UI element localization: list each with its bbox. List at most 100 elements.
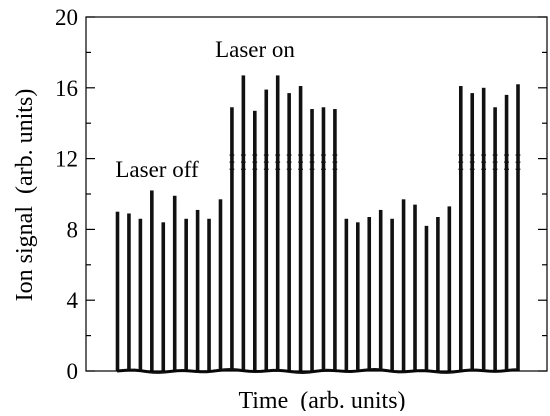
bar-25 [390,218,394,371]
bar-13-notch-2 [252,161,258,163]
bar-14-notch-2 [263,161,269,163]
bar-16-notch-3 [286,154,292,156]
bar-20 [333,109,337,371]
bar-35-notch-1 [504,168,509,170]
x-axis-label: Time (arb. units) [238,388,405,411]
bar-30 [447,206,452,371]
bar-5 [161,222,166,371]
y-tick-label-5: 16 [55,76,78,101]
y-tick-label-1: 0 [67,359,79,384]
bar-6 [172,195,177,371]
bar-9 [207,218,211,371]
axis-ticks-group [86,16,547,372]
bar-34-notch-1 [492,168,498,170]
bar-31-notch-3 [458,154,464,156]
bar-27 [413,204,417,371]
bar-32-notch-3 [469,154,475,156]
bar-35-notch-2 [504,161,509,163]
bar-14-notch-1 [263,168,269,170]
bar-17-notch-2 [298,161,303,163]
plot-frame [85,16,548,372]
bar-8 [195,209,200,371]
annotations-group: Laser off Laser on [115,37,295,182]
bar-31-notch-2 [458,161,464,163]
bar-33-notch-3 [481,154,487,156]
bar-20-notch-2 [332,161,338,163]
bar-11 [230,107,234,372]
bar-14 [264,89,269,371]
bar-19-notch-3 [321,154,326,156]
bar-15 [275,75,280,371]
bar-13 [253,110,257,371]
tick-labels-group: 0 4 8 12 16 20 [55,5,79,384]
bar-7 [184,218,188,371]
bar-10 [218,199,223,371]
bar-2 [127,213,131,371]
bar-36-notch-2 [515,161,521,163]
bar-3 [138,218,143,371]
bar-19 [321,107,326,372]
bar-15-notch-1 [275,168,281,170]
bar-1 [115,211,120,371]
bar-34-notch-2 [492,161,498,163]
bar-18 [310,109,314,371]
bar-35-notch-3 [504,154,509,156]
bar-17-notch-3 [298,154,303,156]
bar-16-notch-1 [286,168,292,170]
bar-36-notch-3 [515,154,521,156]
bar-11-notch-1 [229,168,235,170]
bars-group [115,75,521,372]
bar-15-notch-2 [275,161,281,163]
bar-17 [298,86,303,371]
bar-19-notch-2 [321,161,326,163]
annotation-laser-off: Laser off [115,157,199,182]
bar-16 [287,93,291,372]
bar-20-notch-1 [332,168,338,170]
bar-21 [344,218,349,371]
bar-22 [356,222,360,371]
annotation-laser-on: Laser on [215,37,295,62]
bar-35 [504,94,509,371]
bar-12-notch-3 [240,154,246,156]
bar-12-notch-2 [240,161,246,163]
y-tick-label-6: 20 [55,5,78,30]
y-tick-label-3: 8 [67,217,79,242]
bar-18-notch-1 [309,168,315,170]
bar-34-notch-3 [492,154,498,156]
bar-12 [241,75,246,371]
bar-33-notch-2 [481,161,487,163]
bar-11-notch-3 [229,154,235,156]
bar-13-notch-1 [252,168,258,170]
bar-15-notch-3 [275,154,281,156]
bar-11-notch-2 [229,161,235,163]
bar-4 [150,190,154,371]
bar-26 [401,199,406,371]
y-tick-label-2: 4 [67,288,79,313]
bar-36 [516,84,520,371]
bar-24 [378,209,383,371]
y-axis-label: Ion signal (arb. units) [12,89,38,302]
bar-29 [436,217,440,371]
bar-13-notch-3 [252,154,258,156]
bar-20-notch-3 [332,154,338,156]
bar-17-notch-1 [298,168,303,170]
bar-31 [458,86,463,371]
y-tick-label-4: 12 [55,147,78,172]
bar-32 [470,93,475,372]
bar-18-notch-3 [309,154,315,156]
bar-34 [493,107,497,372]
bar-16-notch-2 [286,161,292,163]
bar-32-notch-1 [469,168,475,170]
bar-14-notch-3 [263,154,269,156]
bar-36-notch-1 [515,168,521,170]
bar-18-notch-2 [309,161,315,163]
bar-33 [481,87,486,372]
bar-19-notch-1 [321,168,326,170]
bar-32-notch-2 [469,161,475,163]
bar-33-notch-1 [481,168,487,170]
bar-28 [424,225,429,371]
bar-12-notch-1 [240,168,246,170]
bar-31-notch-1 [458,168,464,170]
